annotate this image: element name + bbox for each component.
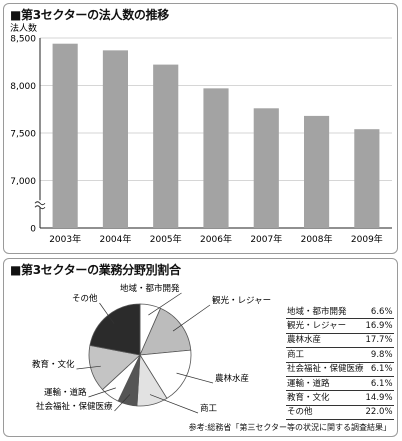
legend-value: 22.0% (364, 405, 394, 421)
pie-slice-label: その他 (72, 293, 98, 304)
legend-value: 6.6% (364, 305, 394, 320)
y-tick-label: 7,000 (10, 177, 36, 187)
pie-leader-line (76, 365, 101, 370)
bar (52, 43, 78, 229)
pie-slice-label: 運輸・道路 (44, 387, 87, 398)
legend-value: 14.9% (364, 390, 394, 406)
legend-row: 教育・文化 14.9% (286, 390, 394, 406)
source-note: 参考:総務省「第三セクター等の状況に関する調査結果」 (188, 423, 391, 432)
pie-leader-line (88, 387, 116, 398)
legend-label: 地域・都市開発 (286, 305, 365, 320)
pie-leader-line (114, 394, 131, 412)
y-tick-label: 7,500 (10, 130, 36, 140)
legend-label: 農林水産 (286, 333, 365, 349)
pie-legend-table: 地域・都市開発 6.6% 観光・レジャー 16.9% 農林水産 17.7% 商工 9.8% 社会… (286, 305, 394, 421)
legend-row: 運輸・道路 6.1% (286, 376, 394, 392)
x-tick-label: 2006年 (200, 233, 232, 245)
legend-value: 6.1% (364, 362, 394, 377)
legend-label: 社会福祉・保健医療 (286, 362, 365, 377)
legend-row: 農林水産 17.7% (286, 333, 394, 349)
legend-label: 商工 (286, 347, 365, 363)
bar (203, 88, 229, 228)
x-tick-label: 2008年 (301, 233, 333, 245)
legend-label: 運輸・道路 (286, 376, 365, 392)
x-tick-label: 2009年 (351, 233, 383, 245)
bar-chart-panel: ■第3セクターの法人数の推移 法人数 0 7,000 7,500 8,000 8,500 2… (3, 3, 398, 254)
y-axis-label: 法人数 (10, 22, 37, 34)
pie-slice-label: 商工 (200, 403, 218, 414)
pie-chart-panel: ■第3セクターの業務分野別割合 地域・都市開発 観光・レジャー 農林水産 商工 社会福祉… (3, 258, 398, 437)
pie-slice (89, 303, 141, 356)
legend-row: 観光・レジャー 16.9% (286, 318, 394, 334)
legend-label: 教育・文化 (286, 390, 365, 406)
bar-chart: 法人数 0 7,000 7,500 8,000 8,500 2003年 2004年 2005年 2… (10, 22, 392, 245)
pie-slice-label: 観光・レジャー (212, 295, 271, 306)
pie-slice (139, 349, 192, 399)
y-tick-label: 8,000 (10, 82, 36, 92)
pie-slice-label: 教育・文化 (32, 359, 75, 370)
bar (102, 50, 128, 228)
pie-leader-line (149, 394, 199, 414)
legend-row: 商工 9.8% (286, 347, 394, 363)
pie-slice-label: 農林水産 (215, 373, 249, 384)
x-tick-label: 2003年 (49, 233, 81, 245)
pie-leader-line (176, 372, 214, 384)
pie-leader-line (99, 302, 115, 324)
legend-label: 観光・レジャー (286, 318, 365, 334)
bar-chart-title: ■第3セクターの法人数の推移 (10, 8, 170, 22)
x-tick-label: 2007年 (250, 233, 282, 245)
pie-slice-label: 地域・都市開発 (120, 283, 180, 294)
legend-row: その他 22.0% (286, 405, 394, 421)
bar (253, 108, 279, 228)
bar (354, 129, 380, 228)
legend-value: 9.8% (364, 347, 394, 363)
y-tick-label: 8,500 (10, 35, 36, 45)
bar (153, 64, 179, 228)
legend-value: 17.7% (364, 333, 394, 349)
pie-leader-line (148, 292, 182, 316)
legend-label: その他 (286, 405, 365, 421)
pie-leader-line (172, 304, 211, 332)
legend-row: 地域・都市開発 6.6% (286, 305, 394, 320)
x-tick-label: 2005年 (150, 233, 182, 245)
bar (304, 115, 330, 228)
pie-chart-title: ■第3セクターの業務分野別割合 (10, 263, 181, 277)
pie-slice (88, 344, 141, 391)
x-tick-label: 2004年 (99, 233, 131, 245)
pie-slice-label: 社会福祉・保健医療 (36, 401, 113, 412)
axis-break-mark (34, 201, 46, 210)
legend-row: 社会福祉・保健医療 6.1% (286, 362, 394, 377)
legend-value: 6.1% (364, 376, 394, 392)
legend-value: 16.9% (364, 318, 394, 334)
y-tick-label: 0 (30, 225, 36, 235)
